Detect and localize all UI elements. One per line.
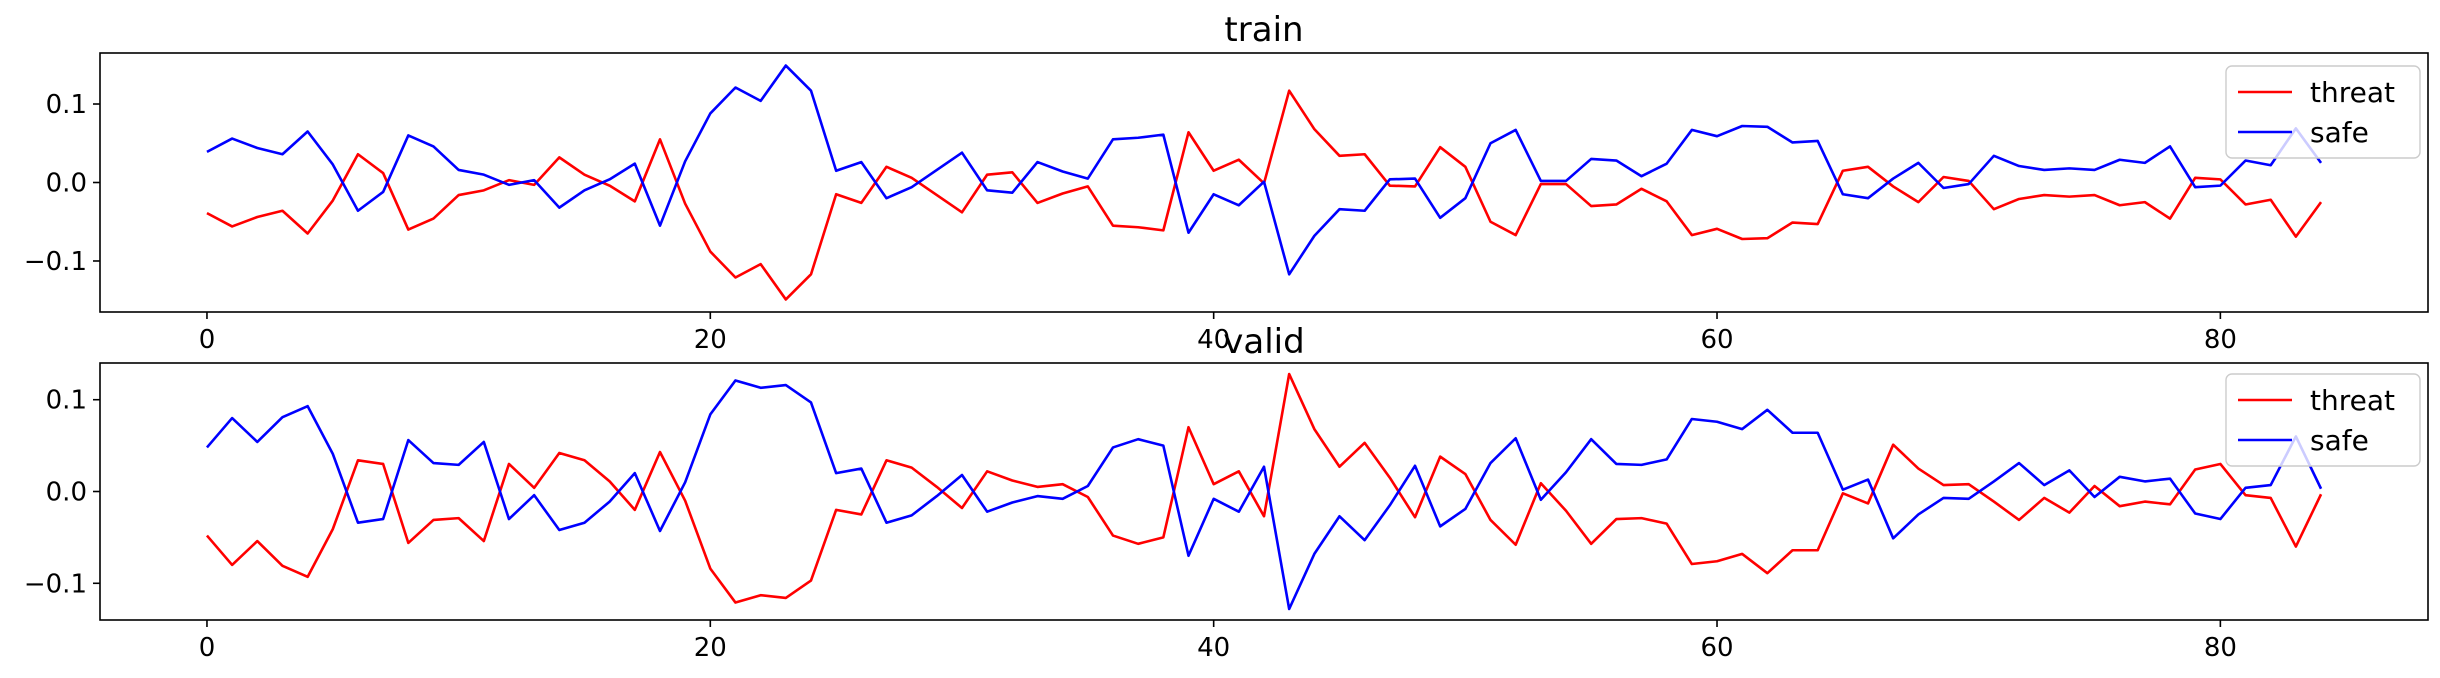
series-line-safe <box>206 64 2323 276</box>
subplot-train: train 0 20 40 60 80 −0.1 0.0 0.1 threat safe <box>24 10 2429 355</box>
x-tick-label: 0 <box>199 633 216 663</box>
x-tick-label: 20 <box>694 325 727 355</box>
legend-label-safe: safe <box>2310 424 2369 457</box>
y-tick-label: 0.1 <box>46 90 87 120</box>
chart-title: valid <box>1223 322 1304 362</box>
legend: threat safe <box>2225 65 2421 159</box>
axes-frame <box>99 362 2429 621</box>
y-tick-label: 0.0 <box>46 478 87 508</box>
legend-label-threat: threat <box>2310 384 2395 417</box>
y-tick-label: 0.1 <box>46 386 87 416</box>
legend-box <box>2225 373 2421 467</box>
x-tick-label: 0 <box>199 325 216 355</box>
x-tick-label: 60 <box>1700 633 1733 663</box>
x-tick-label: 80 <box>2204 325 2237 355</box>
y-tick-label: −0.1 <box>24 247 87 277</box>
legend-box <box>2225 65 2421 159</box>
series-line-threat <box>206 89 2323 301</box>
x-tick-label: 60 <box>1700 325 1733 355</box>
y-tick-label: 0.0 <box>46 169 87 199</box>
legend-label-safe: safe <box>2310 116 2369 149</box>
legend: threat safe <box>2225 373 2421 467</box>
x-tick-label: 40 <box>1197 325 1230 355</box>
series-line-threat <box>205 372 2323 604</box>
series-line-safe <box>205 379 2323 611</box>
x-tick-label: 20 <box>694 633 727 663</box>
legend-label-threat: threat <box>2310 76 2395 109</box>
subplot-valid: valid 0 20 40 60 80 −0.1 0.0 0.1 threat safe <box>24 322 2429 663</box>
x-tick-label: 80 <box>2204 633 2237 663</box>
y-tick-label: −0.1 <box>24 569 87 599</box>
x-tick-label: 40 <box>1197 633 1230 663</box>
chart-title: train <box>1224 10 1303 50</box>
